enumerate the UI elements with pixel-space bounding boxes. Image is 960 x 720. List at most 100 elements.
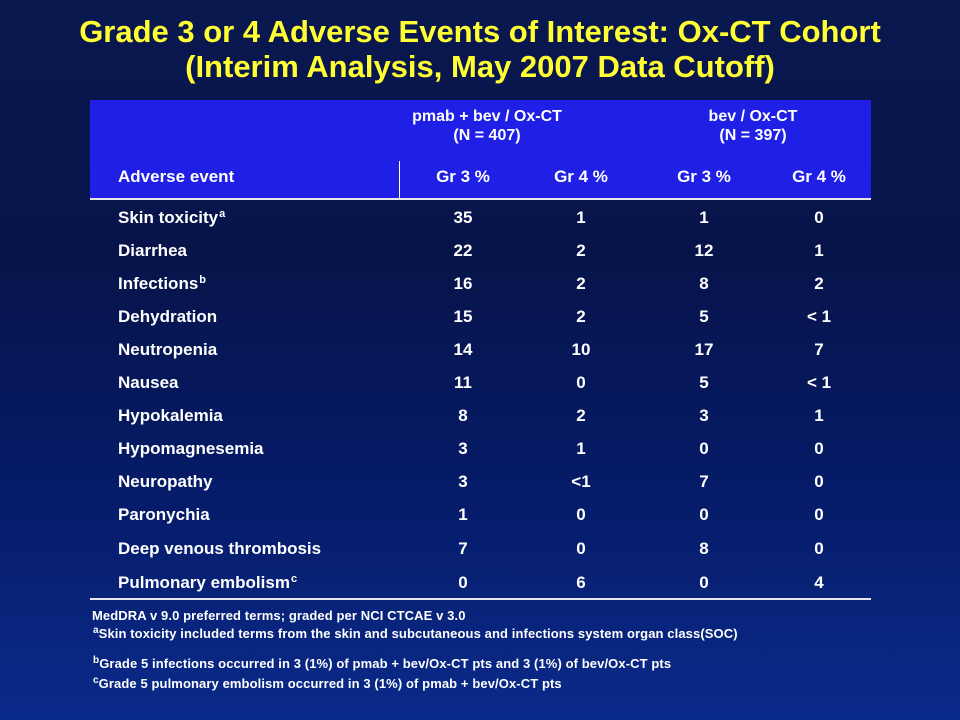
group1-n: (N = 407) [453,127,521,144]
adverse-event-label: Infections [118,274,199,293]
group1-gr3-value: 1 [458,505,468,524]
table-row: Hypokalemia 8 2 3 1 [0,403,960,429]
adverse-event-name: Dehydration [118,304,217,330]
group1-gr4-value: 0 [576,373,586,392]
table-header-band [90,100,871,198]
group2-gr3-value: 0 [699,573,709,592]
group2-gr4-value: < 1 [806,373,832,392]
adverse-event-name: Nausea [118,370,178,396]
group1-gr3-value: 8 [458,406,468,425]
footnote-a-text: Skin toxicity included terms from the sk… [98,626,738,641]
adverse-event-name: Neutropenia [118,337,217,363]
adverse-event-name: Infectionsb [118,271,206,297]
slide-title-line1: Grade 3 or 4 Adverse Events of Interest:… [79,14,881,49]
group1-gr4-value: 1 [576,439,586,458]
group2-gr4-value: 0 [814,539,824,558]
column-header-group1-gr3: Gr 3 % [436,167,490,186]
footnote-marker: c [290,573,298,585]
adverse-event-label: Hypomagnesemia [118,439,264,458]
footnote-c-mark: c [93,675,99,686]
adverse-event-label: Neuropathy [118,472,213,491]
group1-gr3-value: 22 [453,241,473,260]
group1-gr4-value: <1 [571,472,591,491]
slide-title-line2: (Interim Analysis, May 2007 Data Cutoff) [185,49,775,84]
group1-gr3-value: 14 [453,340,473,359]
column-header-group2-gr3: Gr 3 % [677,167,731,186]
group1-gr4-value: 10 [571,340,591,359]
column-header-group1-gr4: Gr 4 % [554,167,608,186]
group1-gr3-value: 16 [453,274,473,293]
adverse-event-name: Hypomagnesemia [118,436,264,462]
table-row: Paronychia 1 0 0 0 [0,502,960,528]
adverse-event-name: Neuropathy [118,469,212,495]
group1-gr3-value: 7 [458,539,468,558]
adverse-event-name: Hypokalemia [118,403,223,429]
group2-gr3-value: 8 [699,539,709,558]
group2-gr4-value: 7 [814,340,824,359]
group1-gr4-value: 2 [576,241,586,260]
group-header-pmab-bev: pmab + bev / Ox-CT (N = 407) [402,107,572,145]
footnote-b-mark: b [93,655,100,666]
table-row: Hypomagnesemia 3 1 0 0 [0,436,960,462]
group2-name: bev / Ox-CT [708,108,798,125]
group1-gr3-value: 3 [458,472,468,491]
group1-gr4-value: 0 [576,539,586,558]
group2-gr4-value: 1 [814,406,824,425]
slide-title: Grade 3 or 4 Adverse Events of Interest:… [0,14,960,84]
adverse-event-label: Skin toxicity [118,208,219,227]
adverse-event-name: Deep venous thrombosis [118,536,321,562]
table-row: Neuropathy 3 <1 7 0 [0,469,960,495]
group2-gr3-value: 0 [699,505,709,524]
group1-gr4-value: 0 [576,505,586,524]
column-header-group2-gr4: Gr 4 % [792,167,846,186]
adverse-event-name: Skin toxicitya [118,205,225,231]
group2-gr3-value: 5 [699,373,709,392]
adverse-event-label: Neutropenia [118,340,218,359]
footnote-b: bGrade 5 infections occurred in 3 (1%) o… [92,655,672,672]
adverse-event-label: Dehydration [118,307,218,326]
footnote-marker: a [219,208,226,220]
group2-gr4-value: 1 [814,241,824,260]
group1-gr3-value: 11 [454,373,472,392]
table-row: Neutropenia 14 10 17 7 [0,337,960,363]
group2-gr4-value: 0 [814,472,824,491]
footnote-meddra: MedDRA v 9.0 preferred terms; graded per… [92,608,466,623]
group2-gr3-value: 3 [699,406,709,425]
header-divider [399,161,400,198]
footnote-b-text: Grade 5 infections occurred in 3 (1%) of… [99,656,672,671]
footnote-marker: b [199,274,207,286]
adverse-event-label: Nausea [118,373,179,392]
footnote-c: cGrade 5 pulmonary embolism occurred in … [92,675,562,692]
group1-gr3-value: 3 [458,439,468,458]
group2-gr4-value: 0 [814,439,824,458]
column-header-adverse-event: Adverse event [118,167,235,186]
group2-gr4-value: < 1 [806,307,832,326]
adverse-event-label: Deep venous thrombosis [118,539,322,558]
adverse-event-label: Paronychia [118,505,210,524]
group1-gr4-value: 2 [576,274,586,293]
group1-gr4-value: 2 [576,406,586,425]
group2-gr3-value: 8 [699,274,709,293]
group1-gr3-value: 15 [453,307,473,326]
group2-gr3-value: 7 [699,472,709,491]
adverse-event-name: Diarrhea [118,238,187,264]
table-row: Diarrhea 22 2 12 1 [0,238,960,264]
group1-gr3-value: 35 [453,208,473,227]
group2-gr3-value: 12 [694,241,714,260]
table-row: Nausea 11 0 5 < 1 [0,370,960,396]
table-row: Deep venous thrombosis 7 0 8 0 [0,536,960,562]
group2-n: (N = 397) [719,127,787,144]
group1-gr3-value: 0 [458,573,468,592]
table-row: Skin toxicitya 35 1 1 0 [0,205,960,231]
adverse-event-label: Pulmonary embolism [118,573,290,592]
group2-gr3-value: 1 [699,208,709,227]
table-bottom-rule [90,598,871,600]
adverse-event-label: Hypokalemia [118,406,223,425]
footnote-a-mark: a [93,625,99,636]
group2-gr4-value: 0 [814,505,824,524]
adverse-event-name: Paronychia [118,502,210,528]
group2-gr4-value: 4 [814,573,824,592]
footnote-c-text: Grade 5 pulmonary embolism occurred in 3… [98,676,562,691]
group1-gr4-value: 2 [576,307,586,326]
adverse-event-name: Pulmonary embolismc [118,570,297,596]
